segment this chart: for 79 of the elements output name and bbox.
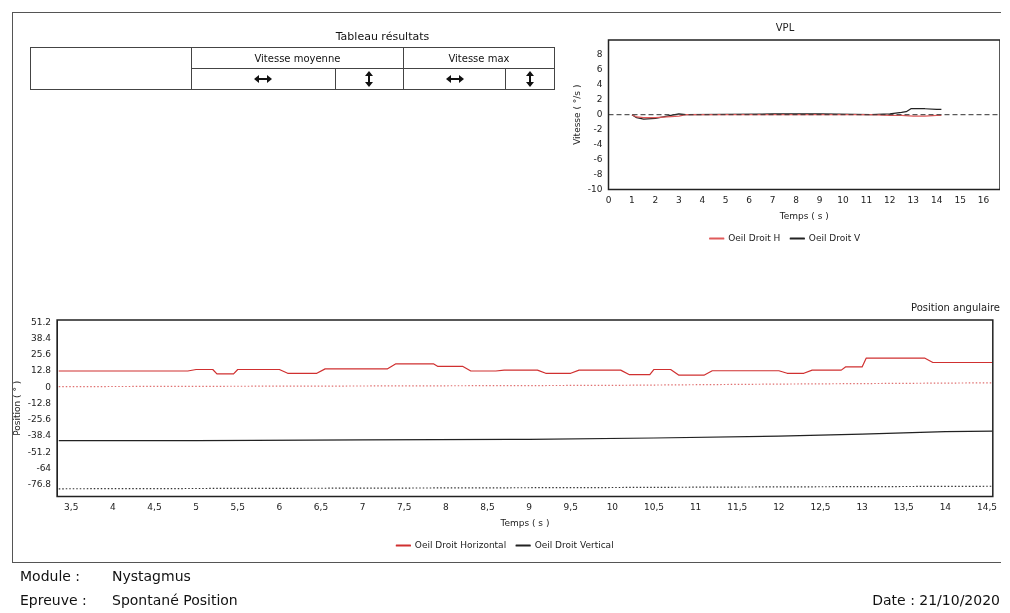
x-tick-label: 3,5 <box>64 502 79 513</box>
y-tick-label: -12.8 <box>27 397 52 408</box>
y-tick-label: 0 <box>45 381 52 392</box>
legend-label: Oeil Droit Horizontal <box>414 539 507 550</box>
y-tick-label: -38.4 <box>27 430 52 441</box>
y-tick-label: -25.6 <box>27 414 52 425</box>
y-tick-label: 8 <box>596 49 603 60</box>
y-tick-label: -76.8 <box>27 479 52 490</box>
y-tick-label: -51.2 <box>27 446 52 457</box>
x-tick-label: 4 <box>699 195 706 206</box>
x-tick-label: 4,5 <box>147 502 162 513</box>
y-tick-label: 0 <box>596 109 603 120</box>
x-tick-label: 14,5 <box>976 502 997 513</box>
x-tick-label: 10,5 <box>643 502 665 513</box>
x-tick-label: 11 <box>860 195 873 206</box>
legend-label: Oeil Droit H <box>728 232 781 243</box>
x-tick-label: 10 <box>837 195 849 206</box>
y-axis-title: Vitesse ( °/s ) <box>571 84 582 145</box>
y-tick-label: 25.6 <box>31 349 52 360</box>
y-tick-label: 6 <box>596 64 603 75</box>
x-tick-label: 16 <box>977 195 990 206</box>
y-tick-label: -2 <box>593 123 603 134</box>
x-tick-label: 10 <box>606 502 619 513</box>
x-tick-label: 9 <box>816 195 823 206</box>
x-tick-label: 13 <box>907 195 919 206</box>
x-tick-label: 13,5 <box>893 502 914 513</box>
x-tick-label: 3 <box>675 195 682 206</box>
x-tick-label: 8,5 <box>480 502 495 513</box>
x-tick-label: 7 <box>769 195 776 206</box>
x-tick-label: 9,5 <box>563 502 578 513</box>
text: Spontané Position <box>112 592 238 608</box>
y-tick-label: 4 <box>596 79 603 90</box>
x-tick-label: 1 <box>629 195 635 206</box>
x-tick-label: 6 <box>746 195 753 206</box>
text: Vitesse moyenne <box>191 47 404 69</box>
x-tick-label: 2 <box>652 195 659 206</box>
x-axis-title: Temps ( s ) <box>499 517 550 528</box>
chart-title: Position angulaire <box>911 301 1000 313</box>
text: Tableau résultats <box>334 30 431 43</box>
x-tick-label: 7 <box>359 502 366 513</box>
y-tick-label: 12.8 <box>31 365 52 376</box>
x-tick-label: 5,5 <box>230 502 245 513</box>
x-tick-label: 5 <box>193 502 199 513</box>
x-tick-label: 8 <box>793 195 800 206</box>
y-tick-label: -6 <box>593 153 603 164</box>
x-tick-label: 12,5 <box>810 502 831 513</box>
x-tick-label: 0 <box>605 195 612 206</box>
x-tick-label: 12 <box>884 195 896 206</box>
y-tick-label: 2 <box>596 94 603 105</box>
text: Module : <box>20 568 81 584</box>
y-tick-label: -64 <box>36 462 52 473</box>
y-tick-label: -4 <box>593 138 603 149</box>
y-tick-label: -8 <box>593 168 603 179</box>
y-tick-label: 38.4 <box>31 332 52 343</box>
x-tick-label: 6 <box>276 502 283 513</box>
x-tick-label: 13 <box>856 502 868 513</box>
legend-label: Oeil Droit V <box>808 232 862 243</box>
x-tick-label: 7,5 <box>397 502 412 513</box>
y-tick-label: -10 <box>587 183 603 194</box>
x-tick-label: 14 <box>939 502 952 513</box>
y-axis-title: Position ( ° ) <box>11 380 22 436</box>
x-tick-label: 12 <box>773 502 785 513</box>
x-tick-label: 9 <box>526 502 533 513</box>
x-tick-label: 15 <box>954 195 966 206</box>
y-tick-label: 51.2 <box>31 316 52 327</box>
x-tick-label: 11 <box>689 502 702 513</box>
x-tick-label: 11,5 <box>727 502 748 513</box>
text: Date : 21/10/2020 <box>872 592 1000 608</box>
legend-label: Oeil Droit Vertical <box>534 539 614 550</box>
text: Nystagmus <box>112 568 191 584</box>
x-tick-label: 4 <box>110 502 116 513</box>
text: Vitesse max <box>403 47 555 69</box>
text: Epreuve : <box>20 592 87 608</box>
x-tick-label: 8 <box>442 502 449 513</box>
x-tick-label: 14 <box>930 195 943 206</box>
x-tick-label: 5 <box>722 195 729 206</box>
chart-title: VPL <box>775 21 795 33</box>
x-tick-label: 6,5 <box>313 502 329 513</box>
x-axis-title: Temps ( s ) <box>778 210 829 221</box>
